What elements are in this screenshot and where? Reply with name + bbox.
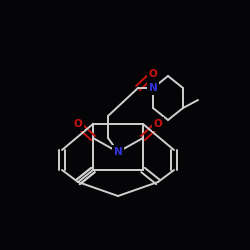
Text: O: O bbox=[148, 69, 158, 79]
Text: O: O bbox=[154, 119, 162, 129]
Text: N: N bbox=[114, 147, 122, 157]
Text: O: O bbox=[74, 119, 82, 129]
Text: N: N bbox=[148, 83, 158, 93]
